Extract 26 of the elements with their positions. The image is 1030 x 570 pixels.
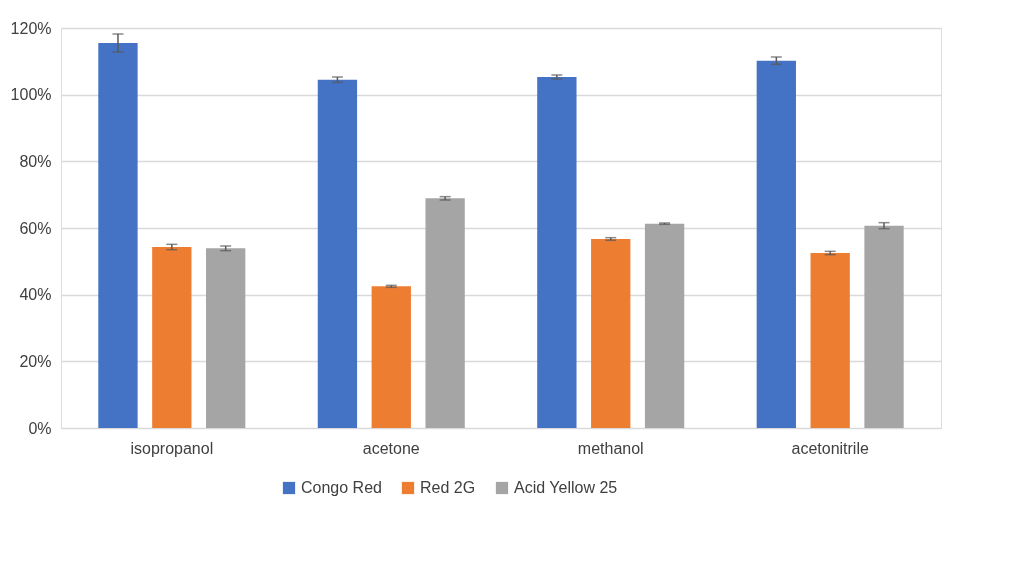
bar <box>864 225 904 428</box>
x-tick-label: methanol <box>577 439 644 457</box>
bar <box>206 248 246 428</box>
bar <box>98 43 138 428</box>
x-tick-label: isopropanol <box>130 439 214 457</box>
bar <box>371 286 411 428</box>
bar <box>591 239 631 428</box>
bar <box>317 79 358 428</box>
x-tick-label: acetonitrile <box>791 439 869 457</box>
legend-label: Congo Red <box>301 479 382 496</box>
bar <box>810 253 850 428</box>
legend-label: Red 2G <box>420 479 476 496</box>
y-tick-label: 60% <box>19 219 52 237</box>
bar <box>425 198 465 428</box>
y-tick-label: 100% <box>10 86 52 104</box>
y-tick-label: 120% <box>10 19 52 37</box>
y-tick-label: 80% <box>19 152 52 170</box>
y-tick-label: 0% <box>28 419 52 437</box>
bar <box>756 60 796 428</box>
legend-label: Acid Yellow 25 <box>514 479 618 496</box>
bar <box>152 247 192 428</box>
bar <box>537 77 577 428</box>
bar <box>644 223 685 428</box>
x-tick-label: acetone <box>362 439 420 457</box>
y-tick-label: 40% <box>19 286 52 304</box>
y-tick-label: 20% <box>19 352 52 370</box>
